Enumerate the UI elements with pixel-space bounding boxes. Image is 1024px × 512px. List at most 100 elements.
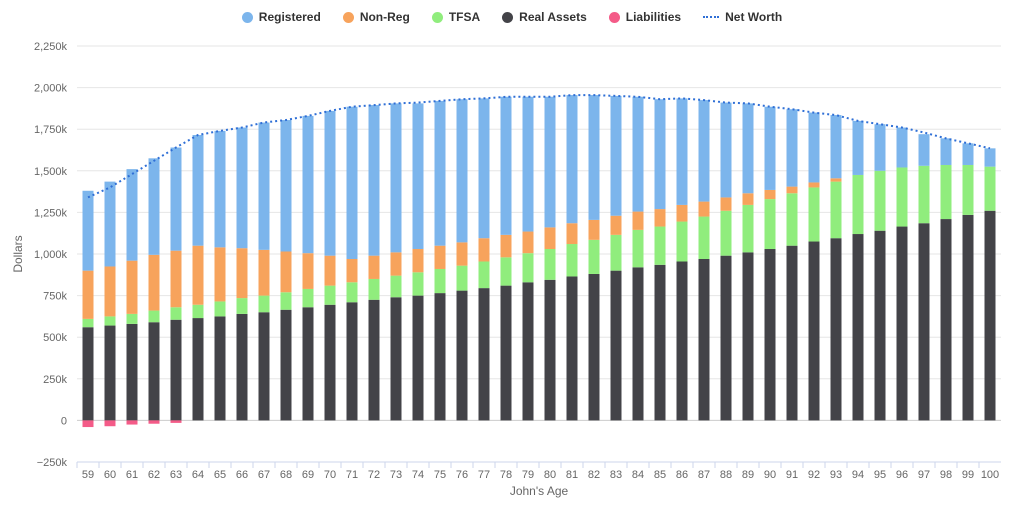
bar-non-reg-59[interactable] (82, 270, 94, 319)
bar-registered-73[interactable] (390, 103, 402, 253)
bar-tfsa-73[interactable] (390, 275, 402, 298)
bar-non-reg-63[interactable] (170, 250, 182, 308)
bar-tfsa-99[interactable] (962, 164, 974, 215)
bar-non-reg-92[interactable] (808, 182, 820, 188)
bar-non-reg-64[interactable] (192, 245, 204, 305)
bar-tfsa-81[interactable] (566, 244, 578, 277)
bar-non-reg-62[interactable] (148, 254, 160, 311)
bar-registered-93[interactable] (830, 115, 842, 179)
bar-non-reg-82[interactable] (588, 219, 600, 240)
bar-tfsa-65[interactable] (214, 301, 226, 317)
bar-tfsa-95[interactable] (874, 170, 886, 231)
bar-non-reg-84[interactable] (632, 211, 644, 230)
bar-registered-99[interactable] (962, 143, 974, 165)
bar-real-assets-69[interactable] (302, 307, 314, 421)
bar-tfsa-76[interactable] (456, 265, 468, 291)
bar-tfsa-69[interactable] (302, 288, 314, 308)
bar-tfsa-70[interactable] (324, 285, 336, 305)
bar-non-reg-80[interactable] (544, 227, 556, 250)
bar-tfsa-85[interactable] (654, 226, 666, 265)
bar-non-reg-61[interactable] (126, 260, 138, 314)
bar-tfsa-100[interactable] (984, 166, 996, 211)
bar-non-reg-91[interactable] (786, 186, 798, 194)
legend-item-registered[interactable]: Registered (241, 10, 321, 24)
bar-liabilities-61[interactable] (126, 420, 138, 425)
bar-non-reg-90[interactable] (764, 189, 776, 200)
bar-non-reg-70[interactable] (324, 255, 336, 286)
bar-tfsa-64[interactable] (192, 304, 204, 319)
bar-real-assets-90[interactable] (764, 249, 776, 421)
bar-non-reg-74[interactable] (412, 249, 424, 273)
bar-real-assets-65[interactable] (214, 316, 226, 421)
bar-registered-80[interactable] (544, 96, 556, 228)
bar-non-reg-65[interactable] (214, 247, 226, 302)
bar-real-assets-66[interactable] (236, 313, 248, 421)
bar-real-assets-91[interactable] (786, 245, 798, 421)
bar-non-reg-83[interactable] (610, 215, 622, 235)
bar-real-assets-73[interactable] (390, 297, 402, 421)
bar-tfsa-59[interactable] (82, 318, 94, 328)
bar-tfsa-78[interactable] (500, 257, 512, 286)
bar-non-reg-72[interactable] (368, 255, 380, 279)
bar-tfsa-62[interactable] (148, 310, 160, 323)
bar-non-reg-60[interactable] (104, 266, 116, 317)
bar-real-assets-88[interactable] (720, 255, 732, 421)
bar-real-assets-74[interactable] (412, 295, 424, 421)
bar-tfsa-90[interactable] (764, 199, 776, 250)
bar-real-assets-80[interactable] (544, 279, 556, 421)
bar-real-assets-98[interactable] (940, 219, 952, 421)
bar-registered-76[interactable] (456, 99, 468, 243)
bar-real-assets-71[interactable] (346, 302, 358, 421)
bar-tfsa-97[interactable] (918, 165, 930, 224)
bar-tfsa-86[interactable] (676, 221, 688, 262)
bar-real-assets-100[interactable] (984, 210, 996, 421)
bar-registered-71[interactable] (346, 106, 358, 259)
bar-real-assets-93[interactable] (830, 238, 842, 421)
bar-real-assets-85[interactable] (654, 264, 666, 421)
bar-real-assets-63[interactable] (170, 319, 182, 421)
bar-non-reg-81[interactable] (566, 223, 578, 245)
bar-non-reg-68[interactable] (280, 251, 292, 293)
bar-tfsa-82[interactable] (588, 239, 600, 274)
bar-registered-78[interactable] (500, 96, 512, 235)
bar-registered-94[interactable] (852, 120, 864, 175)
bar-tfsa-75[interactable] (434, 268, 446, 294)
bar-real-assets-70[interactable] (324, 304, 336, 421)
bar-registered-87[interactable] (698, 100, 710, 202)
bar-registered-60[interactable] (104, 181, 116, 267)
bar-non-reg-79[interactable] (522, 231, 534, 254)
bar-real-assets-64[interactable] (192, 318, 204, 421)
bar-tfsa-80[interactable] (544, 249, 556, 280)
bar-non-reg-71[interactable] (346, 258, 358, 283)
bar-registered-64[interactable] (192, 135, 204, 246)
bar-real-assets-94[interactable] (852, 234, 864, 421)
bar-non-reg-89[interactable] (742, 193, 754, 205)
bar-registered-75[interactable] (434, 100, 446, 246)
bar-real-assets-87[interactable] (698, 258, 710, 421)
bar-tfsa-61[interactable] (126, 313, 138, 324)
bar-real-assets-79[interactable] (522, 282, 534, 421)
bar-tfsa-77[interactable] (478, 261, 490, 289)
bar-registered-68[interactable] (280, 120, 292, 252)
bar-real-assets-81[interactable] (566, 276, 578, 421)
bar-registered-85[interactable] (654, 99, 666, 210)
bar-real-assets-84[interactable] (632, 267, 644, 421)
bar-liabilities-63[interactable] (170, 420, 182, 423)
bar-non-reg-77[interactable] (478, 238, 490, 262)
bar-registered-82[interactable] (588, 95, 600, 220)
bar-registered-63[interactable] (170, 147, 182, 251)
bar-registered-70[interactable] (324, 110, 336, 256)
bar-tfsa-88[interactable] (720, 210, 732, 256)
bar-tfsa-84[interactable] (632, 229, 644, 268)
bar-registered-66[interactable] (236, 127, 248, 249)
bar-real-assets-96[interactable] (896, 226, 908, 421)
bar-registered-69[interactable] (302, 115, 314, 254)
legend-item-net-worth[interactable]: Net Worth (703, 10, 782, 24)
bar-registered-100[interactable] (984, 148, 996, 167)
bar-tfsa-96[interactable] (896, 167, 908, 227)
legend-item-tfsa[interactable]: TFSA (431, 10, 480, 24)
bar-real-assets-82[interactable] (588, 273, 600, 421)
bar-registered-83[interactable] (610, 95, 622, 216)
bar-registered-61[interactable] (126, 169, 138, 261)
bar-real-assets-99[interactable] (962, 214, 974, 421)
